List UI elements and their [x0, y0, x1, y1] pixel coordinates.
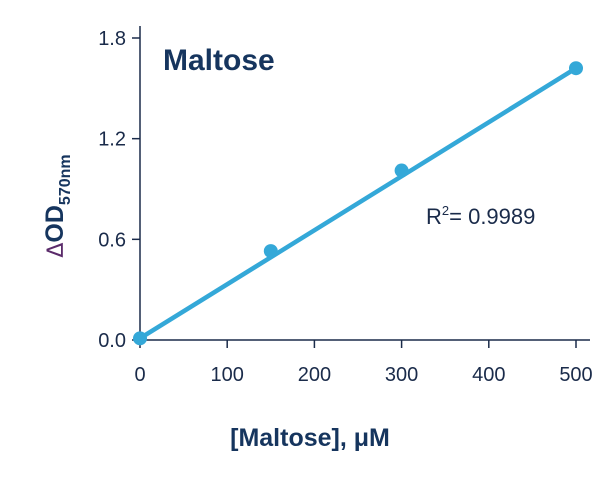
y-axis-title: ΔOD570nm	[41, 154, 74, 257]
fit-line	[137, 65, 579, 341]
axes	[139, 26, 590, 341]
y-tick-label: 0.0	[98, 330, 126, 352]
y-ticks: 0.0 0.6 1.2 1.8	[98, 28, 140, 352]
points-layer	[133, 61, 583, 346]
data-point	[569, 61, 583, 76]
data-point	[263, 244, 278, 259]
svg-text:ΔOD570nm: ΔOD570nm	[41, 154, 74, 257]
r-squared-annotation: R2= 0.9989	[426, 203, 535, 229]
fit-layer	[137, 65, 579, 341]
y-axis-title-delta: Δ	[44, 243, 69, 258]
data-point	[133, 331, 147, 346]
y-axis-title-main: OD	[41, 205, 69, 243]
x-tick-label: 400	[472, 364, 505, 386]
x-tick-label: 300	[385, 364, 418, 386]
y-tick-label: 1.8	[98, 28, 126, 50]
x-tick-label: 500	[559, 364, 592, 386]
y-tick-label: 0.6	[98, 229, 126, 251]
y-tick-label: 1.2	[98, 129, 126, 151]
x-tick-label: 100	[211, 364, 244, 386]
y-axis-title-sub: 570nm	[57, 154, 74, 205]
x-tick-label: 0	[134, 364, 145, 386]
x-tick-label: 200	[298, 364, 331, 386]
chart-title: Maltose	[163, 44, 275, 77]
r-squared-sup: 2	[442, 203, 449, 218]
x-ticks: 0 100 200 300 400 500	[134, 340, 593, 386]
r-squared-value: = 0.9989	[449, 204, 535, 229]
r-squared-base: R	[426, 204, 442, 229]
data-point	[394, 163, 409, 178]
x-axis-title: [Maltose], μM	[230, 424, 390, 452]
